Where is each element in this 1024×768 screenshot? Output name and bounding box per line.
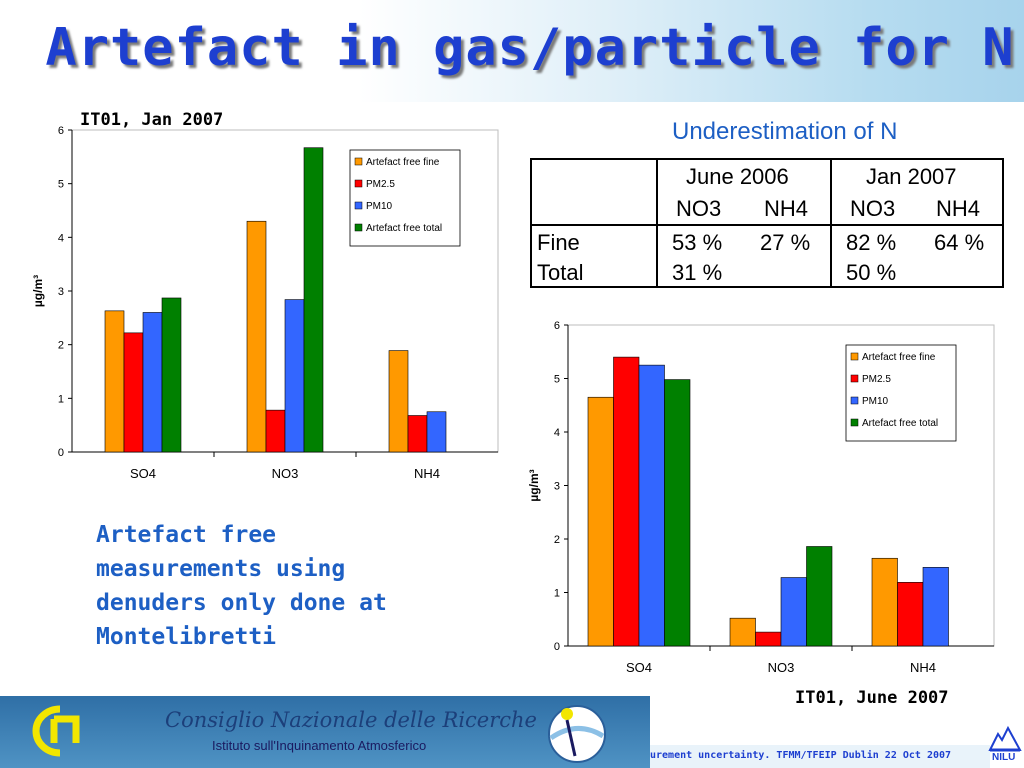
- institute-name: Istituto sull'Inquinamento Atmosferico: [212, 738, 427, 753]
- col-nh4-jan: NH4: [936, 196, 981, 221]
- legend-box: [845, 344, 957, 442]
- legend-entry: Artefact free fine: [366, 157, 440, 168]
- chart-2-group: 0 1 2 3 4 5 6 µg/m³ SO4 NO3 NH4 Artefact free fine P…: [527, 320, 995, 675]
- plot-area-1: [71, 129, 499, 453]
- bar-no3-1: [755, 631, 782, 647]
- legend-entry: Artefact free total: [366, 223, 442, 234]
- x-tick-label: NH4: [414, 466, 440, 481]
- y-tick-label: 5: [554, 374, 560, 386]
- cnr-logo-icon: [32, 705, 80, 757]
- cell-fine-nh4-june: 27 %: [760, 230, 811, 255]
- bar-so4-3: [664, 379, 691, 647]
- period-jan-2007: Jan 2007: [866, 164, 957, 189]
- table-heading: Underestimation of N: [672, 118, 898, 145]
- legend-swatch: [354, 179, 363, 188]
- bar-so4-0: [104, 310, 125, 453]
- bar-so4-3: [161, 297, 182, 453]
- y-tick-label: 5: [58, 179, 64, 191]
- y-tick-label: 3: [58, 286, 64, 298]
- y-tick-label: 4: [58, 232, 64, 244]
- y-tick-label: 3: [554, 481, 560, 493]
- y-axis-label: µg/m³: [527, 469, 541, 501]
- chart2-title: IT01, June 2007: [795, 688, 949, 708]
- underestimation-table: June 2006 Jan 2007 NO3 NH4 NO3 NH4 Fine …: [530, 158, 1004, 288]
- col-no3-june: NO3: [676, 196, 722, 221]
- legend-swatch: [354, 157, 363, 166]
- bar-no3-2: [780, 577, 807, 647]
- chart-1-group: 0 1 2 3 4 5 6 µg/m³ SO4 NO3 NH4 Artefact free fine P…: [31, 125, 499, 481]
- title-band: [0, 0, 1024, 102]
- legend-entry: PM10: [366, 201, 393, 212]
- legend-swatch: [850, 374, 859, 383]
- x-tick-label: SO4: [626, 660, 652, 675]
- legend-entry: PM2.5: [366, 179, 395, 190]
- bar-so4-1: [613, 356, 640, 647]
- bar-nh4-0: [388, 350, 409, 453]
- footer-strip: [650, 745, 990, 768]
- bar-no3-3: [806, 546, 833, 647]
- bar-no3-2: [284, 299, 305, 453]
- bar-so4-1: [123, 332, 144, 453]
- cell-fine-nh4-jan: 64 %: [934, 230, 985, 255]
- note-text: Artefact free measurements using denuder…: [96, 522, 387, 650]
- bar-so4-2: [638, 364, 665, 647]
- y-tick-label: 2: [58, 340, 64, 352]
- legend-swatch: [850, 418, 859, 427]
- period-june-2006: June 2006: [686, 164, 789, 189]
- footer-bar: [0, 696, 650, 768]
- legend-swatch: [354, 201, 363, 210]
- bar-nh4-1: [407, 415, 428, 453]
- cell-total-no3-jan: 50 %: [846, 260, 897, 285]
- bar-nh4-1: [897, 582, 924, 647]
- y-axis-label: µg/m³: [31, 275, 45, 307]
- cell-fine-no3-jan: 82 %: [846, 230, 897, 255]
- x-tick-label: NO3: [272, 466, 299, 481]
- bar-nh4-0: [871, 557, 898, 647]
- iia-logo-icon: [548, 705, 606, 763]
- legend-entry: PM2.5: [862, 374, 891, 385]
- bar-so4-2: [142, 312, 163, 453]
- legend: Artefact free fine PM2.5 PM10 Artefact free…: [845, 344, 957, 442]
- bar-no3-3: [303, 147, 324, 453]
- row-fine-label: Fine: [537, 230, 580, 255]
- y-tick-label: 2: [554, 534, 560, 546]
- bar-no3-0: [246, 220, 267, 453]
- legend-entry: Artefact free fine: [862, 352, 936, 363]
- slide-title: Artefact in gas/particle for N: [45, 18, 1015, 78]
- nilu-logo-icon: [988, 725, 1022, 752]
- y-tick-label: 6: [554, 320, 560, 332]
- x-tick-label: NO3: [768, 660, 795, 675]
- cnr-name: Consiglio Nazionale delle Ricerche: [165, 708, 537, 732]
- y-tick-label: 4: [554, 427, 560, 439]
- bar-nh4-2: [426, 411, 447, 453]
- cell-fine-no3-june: 53 %: [672, 230, 723, 255]
- bar-no3-1: [265, 409, 286, 453]
- plot-area-2: [567, 324, 995, 647]
- conference-text: urement uncertainty. TFMM/TFEIP Dublin 2…: [650, 750, 952, 761]
- legend: Artefact free fine PM2.5 PM10 Artefact free…: [349, 149, 461, 247]
- col-no3-jan: NO3: [850, 196, 896, 221]
- y-tick-label: 0: [554, 641, 560, 653]
- chart1-title: IT01, Jan 2007: [80, 110, 224, 130]
- bar-nh4-2: [922, 567, 949, 647]
- bar-so4-0: [587, 396, 614, 647]
- col-nh4-june: NH4: [764, 196, 809, 221]
- x-tick-label: NH4: [910, 660, 936, 675]
- legend-box: [349, 149, 461, 247]
- legend-swatch: [850, 352, 859, 361]
- y-tick-label: 0: [58, 447, 64, 459]
- legend-swatch: [354, 223, 363, 232]
- y-tick-label: 6: [58, 125, 64, 137]
- legend-entry: Artefact free total: [862, 418, 938, 429]
- nilu-label: NILU: [992, 752, 1016, 763]
- x-tick-label: SO4: [130, 466, 156, 481]
- cell-total-no3-june: 31 %: [672, 260, 723, 285]
- legend-swatch: [850, 396, 859, 405]
- bar-no3-0: [729, 617, 756, 647]
- y-tick-label: 1: [554, 588, 560, 600]
- row-total-label: Total: [537, 260, 584, 285]
- legend-entry: PM10: [862, 396, 889, 407]
- y-tick-label: 1: [58, 393, 64, 405]
